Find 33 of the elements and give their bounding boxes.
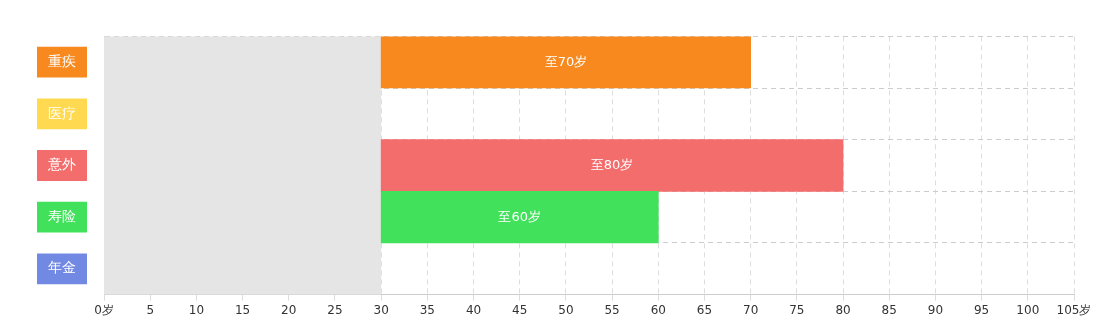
bar	[380, 139, 844, 192]
x-tick-label: 35	[419, 302, 435, 317]
y-tick-label: 寿险	[48, 207, 76, 224]
y-tick-label: 重疾	[48, 52, 76, 69]
x-tick-label: 25	[327, 302, 343, 317]
x-tick-label: 55	[604, 302, 620, 317]
x-tick-label: 65	[696, 302, 713, 317]
x-tick-label: 100	[1016, 302, 1040, 317]
data-label: 至60岁	[498, 208, 541, 224]
x-tick-label: 60	[650, 302, 666, 317]
x-tick-label: 45	[512, 302, 528, 317]
bar	[380, 36, 751, 89]
x-tick-label: 5	[146, 302, 155, 317]
x-tick-label: 50	[558, 302, 574, 317]
x-tick-label: 20	[281, 302, 297, 317]
x-tick-label: 70	[743, 302, 759, 317]
y-tick-label: 年金	[48, 259, 76, 276]
x-tick-label: 85	[881, 302, 897, 317]
x-tick-label: 0岁	[94, 302, 114, 317]
x-tick-label: 30	[373, 302, 389, 317]
y-tick-label: 意外	[47, 156, 76, 173]
x-tick-label: 80	[835, 302, 851, 317]
data-label: 至80岁	[590, 156, 634, 172]
x-tick-label: 105岁	[1056, 302, 1092, 317]
x-tick-label: 75	[789, 302, 805, 317]
y-tick-label: 医疗	[48, 104, 76, 121]
x-tick-label: 10	[188, 302, 205, 317]
x-tick-label: 40	[465, 302, 482, 317]
bar	[380, 190, 659, 244]
x-tick-label: 15	[234, 302, 251, 317]
x-tick-label: 90	[927, 302, 944, 317]
x-tick-label: 95	[973, 302, 990, 317]
data-label: 至70岁	[544, 53, 588, 69]
